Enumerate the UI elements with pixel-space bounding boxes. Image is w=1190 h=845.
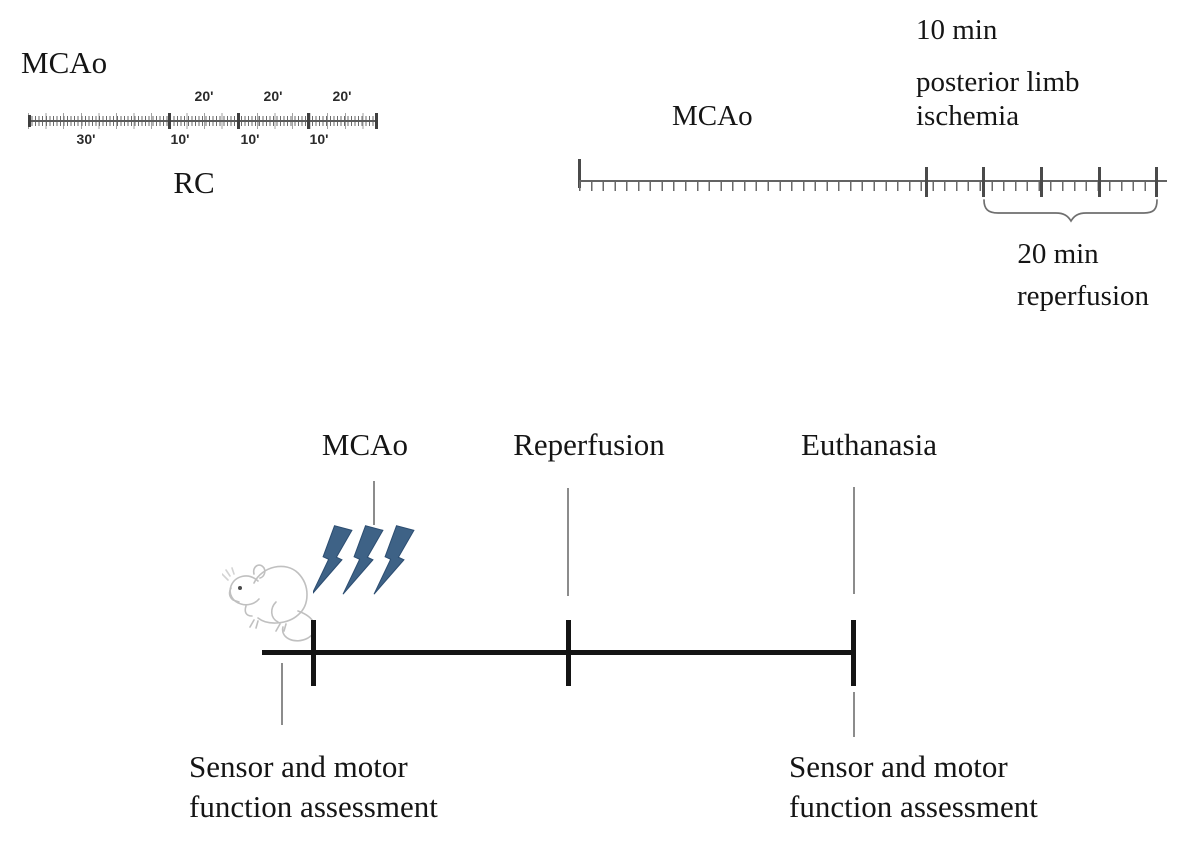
- rc-ruler-segment-tick: [168, 113, 171, 129]
- plc-ruler-fine-ticks: [579, 182, 1161, 191]
- plc-ruler-segment-tick: [925, 167, 928, 197]
- reperfusion-brace: [983, 199, 1158, 223]
- assessment-left-line1: Sensor and motor: [189, 749, 408, 784]
- event-label-reperfusion: Reperfusion: [513, 427, 665, 462]
- rc-occlusion-label: 20': [263, 88, 283, 104]
- plc-ischemia-line1: posterior limb: [916, 66, 1080, 98]
- lightning-bolt-icon: [373, 525, 415, 595]
- rc-ruler-segment-tick: [237, 113, 240, 129]
- timeline-tick-euthanasia: [851, 620, 856, 686]
- event-label-euthanasia: Euthanasia: [800, 427, 938, 462]
- plc-ischemia-duration: 10 min: [916, 14, 998, 46]
- rc-occlusion-label: 20': [332, 88, 352, 104]
- stem-assessment-right: [853, 692, 855, 737]
- rc-caption: RC: [173, 165, 215, 200]
- assessment-caption-left: Sensor and motor function assessment: [189, 747, 438, 826]
- rc-occlusion-label: 20': [194, 88, 214, 104]
- brace-path: [983, 199, 1158, 223]
- plc-reperfusion-label: reperfusion: [1016, 280, 1150, 312]
- assessment-right-line2: function assessment: [789, 788, 1038, 824]
- plc-ruler-segment-tick: [1098, 167, 1101, 197]
- event-label-mcao: MCAo: [321, 427, 409, 462]
- assessment-left-line2: function assessment: [189, 788, 438, 824]
- plc-ruler-end-tick: [1155, 167, 1158, 197]
- rc-interval-label: 10': [240, 131, 260, 147]
- stem-mcao: [373, 481, 375, 525]
- assessment-caption-right: Sensor and motor function assessment: [789, 747, 1038, 826]
- stem-reperfusion: [567, 488, 569, 596]
- rc-ruler-axis: [28, 120, 378, 122]
- plc-ruler-segment-tick: [982, 167, 985, 197]
- stem-assessment-left: [281, 663, 283, 725]
- plc-mcao-label: MCAo: [672, 100, 753, 132]
- mouse-eye: [238, 586, 242, 590]
- lightning-bolt-icon: [342, 525, 384, 595]
- rc-interval-label: 30': [76, 131, 96, 147]
- plc-ischemia-line2: ischemia: [916, 100, 1020, 132]
- rc-ruler-end-tick: [375, 113, 378, 129]
- rc-interval-label: 10': [170, 131, 190, 147]
- rc-ruler-segment-tick: [28, 115, 31, 127]
- rc-mcao-title: MCAo: [21, 45, 108, 80]
- lightning-bolt-icon: [313, 525, 353, 595]
- lightning-bolts-icon: [313, 525, 415, 595]
- rc-ruler-segment-tick: [307, 113, 310, 129]
- experiment-timeline-axis: [262, 650, 854, 655]
- stem-euthanasia: [853, 487, 855, 594]
- assessment-right-line1: Sensor and motor: [789, 749, 1008, 784]
- plc-ruler-axis: [579, 180, 1167, 182]
- timeline-tick-mcao: [311, 620, 316, 686]
- plc-ruler-start-tick: [578, 159, 581, 188]
- mouse-icon: [222, 564, 316, 642]
- timeline-tick-reperfusion: [566, 620, 571, 686]
- rc-interval-label: 10': [309, 131, 329, 147]
- plc-ruler-segment-tick: [1040, 167, 1043, 197]
- plc-reperfusion-duration: 20 min: [1017, 238, 1099, 270]
